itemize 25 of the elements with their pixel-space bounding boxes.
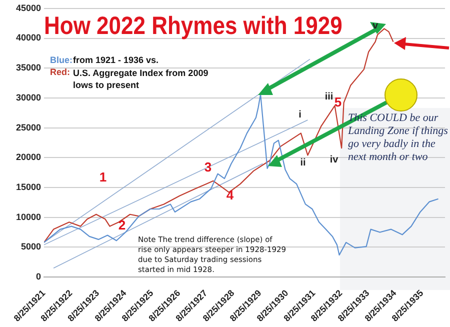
annotation: iv (330, 154, 338, 166)
y-tick-label: 5000 (20, 242, 41, 252)
annotation: iii (324, 92, 334, 102)
annotation: U.S. Aggregate Index from 2009 lows to present (73, 67, 210, 91)
y-tick-label: 15000 (16, 182, 41, 192)
y-tick-label: 25000 (16, 122, 41, 132)
annotation: 3 (204, 160, 212, 174)
y-tick-label: 45000 (16, 2, 41, 13)
annotation: v (372, 20, 378, 32)
y-tick-label: 20000 (16, 152, 41, 162)
annotation: 1 (99, 170, 107, 184)
annotation: 2 (118, 218, 126, 232)
annotation: 5 (334, 94, 342, 110)
chart-title: How 2022 Rhymes with 1929 (44, 12, 342, 41)
y-tick-label: 0 (36, 272, 41, 282)
annotation: Blue: (50, 55, 72, 65)
y-tick-label: 40000 (16, 32, 41, 43)
y-tick-label: 30000 (16, 92, 41, 102)
annotation: Red: (50, 67, 70, 77)
annotation: ii (300, 158, 306, 168)
y-tick-label: 10000 (16, 212, 41, 222)
annotation: from 1921 - 1936 vs. (73, 55, 159, 65)
y-tick-label: 35000 (16, 62, 41, 73)
annotation: i (298, 110, 302, 120)
annotation: 4 (226, 188, 234, 202)
